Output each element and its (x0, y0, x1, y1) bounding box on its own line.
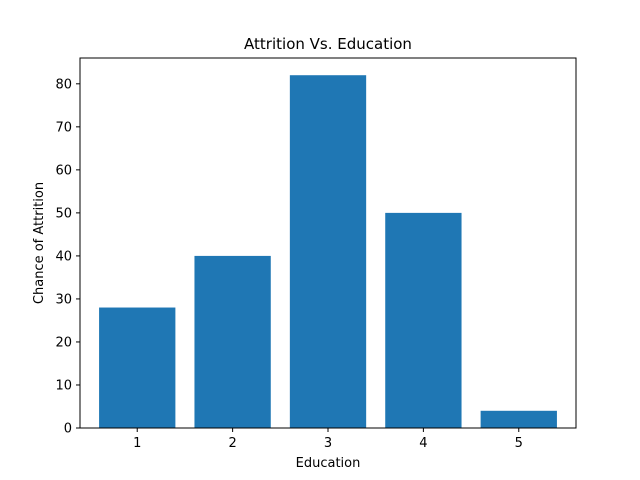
x-tick-label: 4 (419, 436, 427, 451)
bar-1 (99, 307, 176, 428)
x-tick-label: 5 (515, 436, 523, 451)
y-tick-label: 60 (55, 163, 72, 178)
y-tick-label: 70 (55, 120, 72, 135)
bar-3 (289, 75, 367, 429)
y-tick-label: 20 (55, 335, 72, 350)
bars-group (99, 75, 557, 429)
y-tick-label: 40 (55, 249, 72, 264)
bar-4 (385, 212, 462, 428)
x-tick-label: 2 (228, 436, 236, 451)
x-tick-label: 3 (324, 436, 332, 451)
y-tick-label: 80 (55, 77, 72, 92)
y-axis-ticks: 0 10 20 30 40 50 60 70 80 (55, 77, 80, 437)
bar-2 (194, 255, 271, 428)
y-tick-label: 30 (55, 292, 72, 307)
y-tick-label: 50 (55, 206, 72, 221)
y-axis-label: Chance of Attrition (32, 182, 47, 304)
bar-5 (480, 410, 557, 428)
y-tick-label: 0 (64, 422, 72, 437)
x-axis-label: Education (296, 456, 361, 471)
chart-title: Attrition Vs. Education (244, 35, 412, 53)
x-axis-ticks: 1 2 3 4 5 (133, 428, 523, 451)
y-tick-label: 10 (55, 378, 72, 393)
plot-frame (79, 57, 577, 429)
x-tick-label: 1 (133, 436, 141, 451)
